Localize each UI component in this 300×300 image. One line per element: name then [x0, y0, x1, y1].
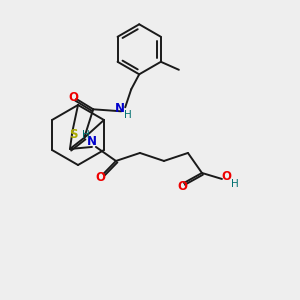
- Text: S: S: [69, 128, 78, 140]
- Text: N: N: [115, 102, 125, 115]
- Text: N: N: [87, 136, 97, 148]
- Text: O: O: [221, 170, 231, 184]
- Text: H: H: [124, 110, 132, 120]
- Text: O: O: [95, 171, 105, 184]
- Text: H: H: [231, 179, 239, 189]
- Text: O: O: [68, 92, 78, 104]
- Text: O: O: [177, 181, 187, 194]
- Text: H: H: [82, 130, 90, 140]
